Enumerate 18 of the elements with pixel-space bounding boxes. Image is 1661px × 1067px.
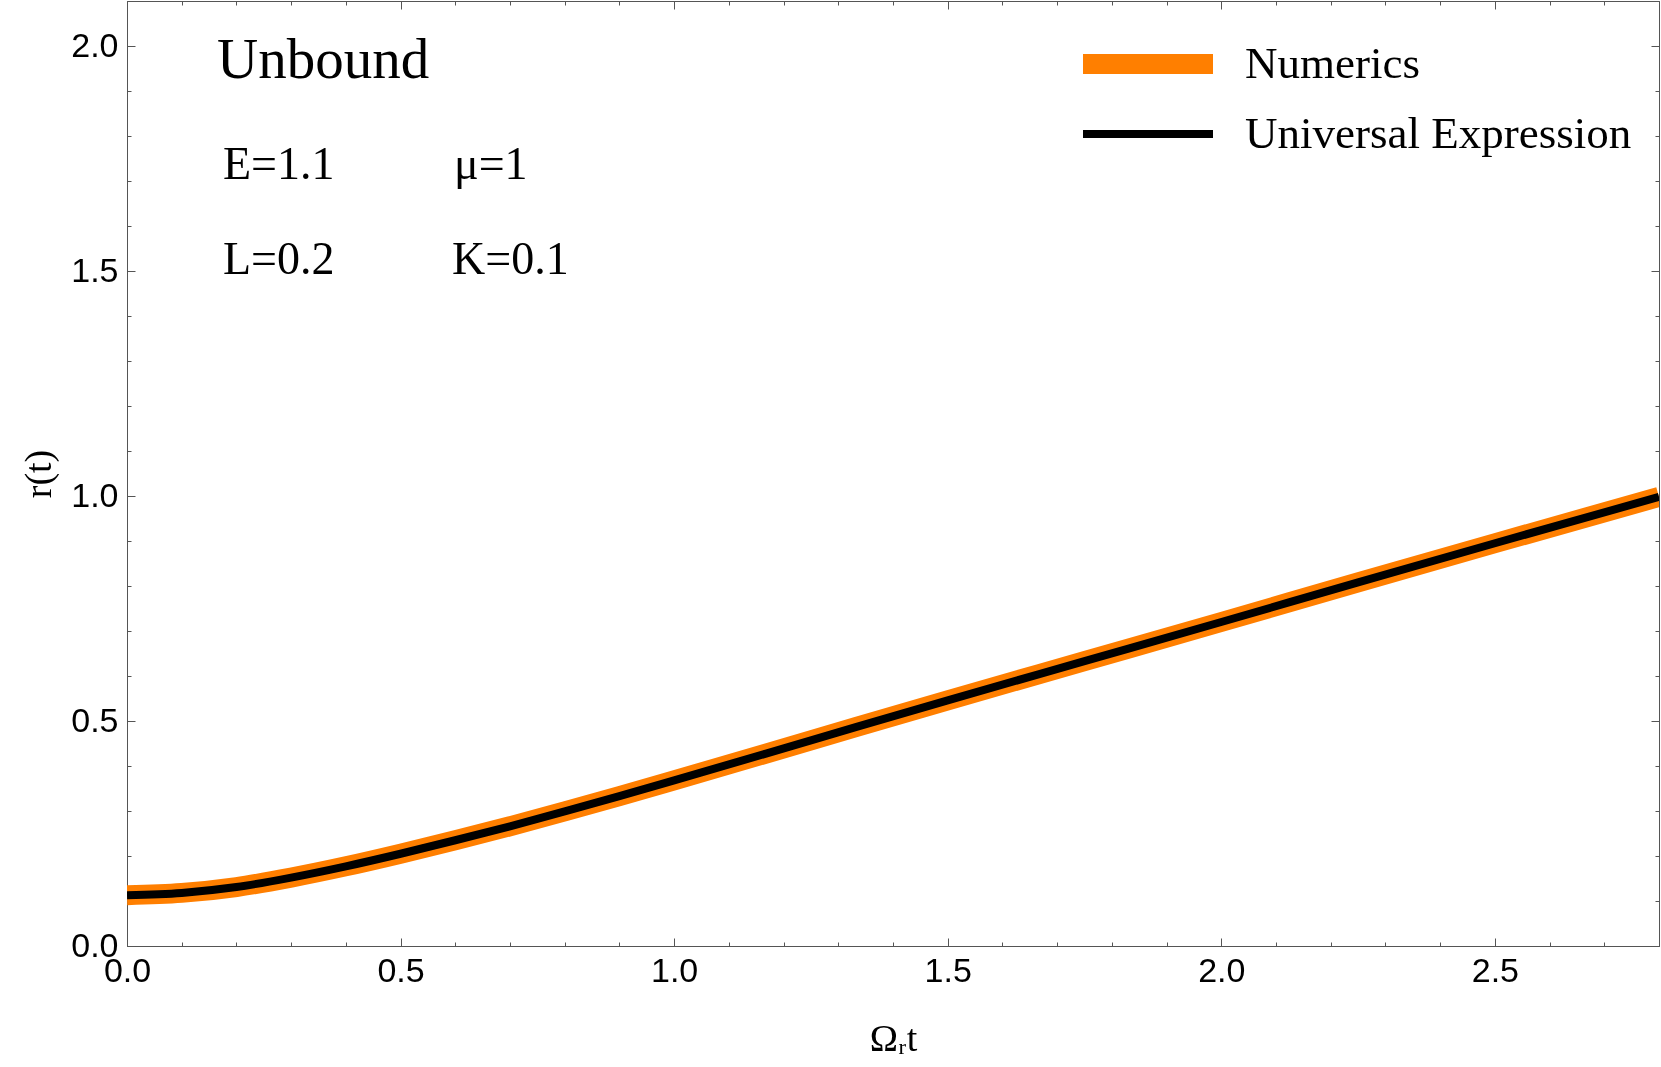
annotation: μ=1 xyxy=(454,138,528,189)
legend-label: Numerics xyxy=(1245,38,1420,88)
x-tick-label: 1.5 xyxy=(924,950,972,989)
y-tick-label: 1.0 xyxy=(71,475,119,514)
annotation: K=0.1 xyxy=(452,233,569,284)
y-tick-label: 0.5 xyxy=(71,700,119,739)
x-axis-title: Ωᵣt xyxy=(869,1016,918,1059)
y-axis-title: r(t) xyxy=(16,449,60,499)
x-tick-label: 0.5 xyxy=(377,950,425,989)
x-tick-label: 2.5 xyxy=(1471,950,1519,989)
annotation: L=0.2 xyxy=(223,233,335,284)
legend-label: Universal Expression xyxy=(1245,108,1632,158)
x-tick-label: 1.0 xyxy=(651,950,699,989)
annotation: E=1.1 xyxy=(223,138,335,189)
y-tick-label: 2.0 xyxy=(71,25,119,64)
x-tick-label: 2.0 xyxy=(1198,950,1246,989)
annotation: Unbound xyxy=(217,27,430,90)
y-tick-label: 1.5 xyxy=(71,250,119,289)
